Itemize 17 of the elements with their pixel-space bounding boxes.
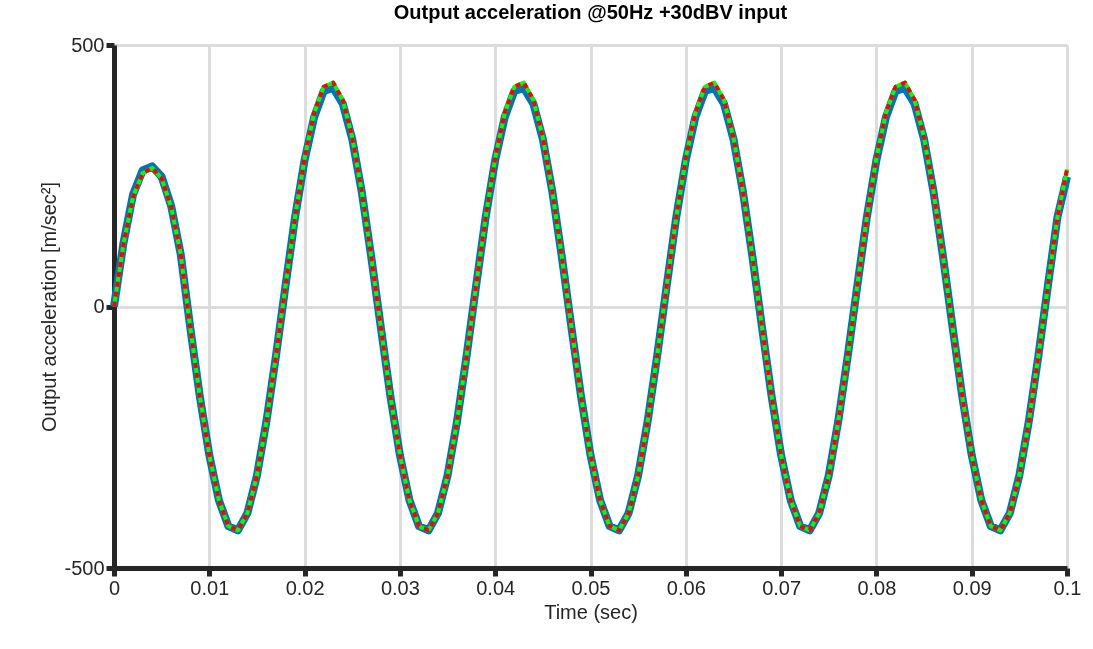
x-tick-label: 0.03 bbox=[380, 576, 420, 599]
x-tick-label: 0.07 bbox=[762, 576, 802, 599]
y-tick-label: -500 bbox=[64, 556, 105, 579]
x-tick-label: 0.09 bbox=[952, 576, 992, 599]
x-tick-label: 0.1 bbox=[1053, 576, 1082, 599]
x-tick-label: 0.02 bbox=[285, 576, 325, 599]
y-tick-label: 500 bbox=[71, 33, 105, 56]
x-tick-label: 0.06 bbox=[666, 576, 706, 599]
y-axis-title: Output acceleration [m/sec²] bbox=[38, 181, 61, 433]
x-tick-label: 0.04 bbox=[476, 576, 516, 599]
x-tick-label: 0.01 bbox=[190, 576, 230, 599]
x-tick-label: 0.08 bbox=[857, 576, 897, 599]
chart-title: Output acceleration @50Hz +30dBV input bbox=[393, 1, 788, 23]
x-axis-title: Time (sec) bbox=[544, 600, 638, 623]
y-tick-label: 0 bbox=[93, 295, 105, 317]
x-tick-label: 0.05 bbox=[571, 576, 611, 599]
x-tick-label: 0 bbox=[108, 576, 121, 599]
